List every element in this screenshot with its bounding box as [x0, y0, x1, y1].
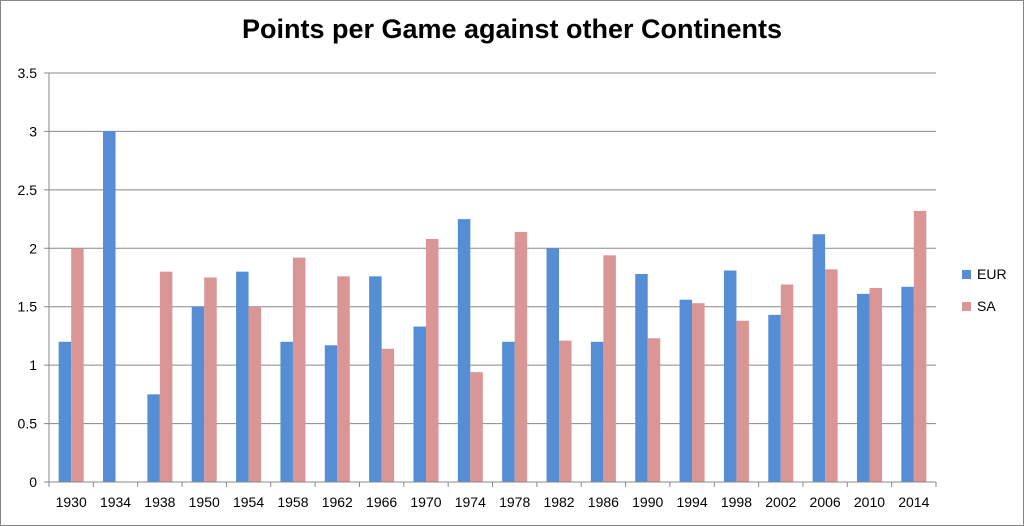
x-tick-label: 2002 — [765, 494, 796, 510]
bar-eur — [679, 299, 693, 482]
bar-sa — [603, 255, 616, 482]
bar-sa — [736, 320, 749, 482]
bar-sa — [248, 306, 262, 482]
x-tick-label: 1998 — [721, 494, 752, 510]
legend-swatch-sa — [962, 301, 971, 311]
legend-label-eur: EUR — [977, 266, 1007, 282]
bar-eur — [457, 219, 471, 483]
bar-eur — [369, 276, 382, 482]
x-tick-label: 1974 — [455, 494, 486, 510]
bar-eur — [413, 326, 426, 482]
y-tick-label: 3 — [29, 123, 37, 139]
bar-eur — [856, 293, 870, 482]
bar-sa — [869, 288, 882, 482]
bar-sa — [692, 303, 705, 482]
bar-sa — [470, 372, 483, 482]
bar-eur — [901, 286, 914, 482]
x-tick-label: 1930 — [56, 494, 87, 510]
y-tick-label: 2.5 — [18, 182, 38, 198]
bar-eur — [502, 341, 515, 482]
x-tick-label: 1990 — [632, 494, 663, 510]
legend-swatch-eur — [962, 269, 971, 279]
legend-item-sa: SA — [962, 296, 1007, 316]
legend: EUR SA — [962, 264, 1007, 328]
bar-sa — [425, 238, 439, 482]
bar-eur — [147, 394, 160, 482]
x-tick-label: 1966 — [366, 494, 397, 510]
y-tick-label: 1.5 — [18, 299, 38, 315]
bar-sa — [381, 348, 395, 482]
bar-sa — [337, 276, 350, 482]
legend-item-eur: EUR — [962, 264, 1007, 284]
bar-eur — [236, 271, 249, 482]
x-tick-label: 1970 — [410, 494, 441, 510]
x-tick-label: 2006 — [810, 494, 841, 510]
y-tick-label: 0 — [29, 474, 37, 490]
bar-eur — [546, 248, 560, 482]
x-tick-label: 1954 — [233, 494, 264, 510]
bar-sa — [825, 269, 838, 482]
x-tick-label: 1938 — [144, 494, 175, 510]
bar-eur — [812, 234, 826, 482]
bar-sa — [292, 257, 306, 482]
bar-eur — [635, 273, 648, 482]
x-tick-label: 1986 — [588, 494, 619, 510]
bar-eur — [590, 341, 604, 482]
bar-sa — [159, 271, 173, 482]
bar-sa — [647, 338, 661, 482]
x-tick-label: 1982 — [543, 494, 574, 510]
bar-sa — [913, 210, 927, 483]
legend-label-sa: SA — [977, 298, 996, 314]
bar-eur — [723, 270, 737, 482]
y-tick-label: 2 — [29, 240, 37, 256]
bar-sa — [514, 231, 528, 482]
x-tick-label: 1962 — [322, 494, 353, 510]
x-tick-label: 1934 — [100, 494, 131, 510]
y-tick-label: 0.5 — [18, 416, 38, 432]
x-tick-label: 1950 — [189, 494, 220, 510]
x-tick-label: 1994 — [676, 494, 707, 510]
bar-eur — [280, 341, 293, 482]
bar-sa — [559, 340, 572, 482]
bar-sa — [71, 248, 84, 482]
x-tick-label: 1978 — [499, 494, 530, 510]
y-tick-label: 1 — [29, 357, 37, 373]
bar-eur — [324, 345, 338, 482]
chart-title: Points per Game against other Continents — [241, 14, 783, 44]
bar-eur — [191, 306, 205, 482]
bar-eur — [768, 314, 781, 482]
bar-sa — [780, 284, 794, 482]
bar-eur — [103, 131, 116, 482]
x-tick-label: 2014 — [898, 494, 929, 510]
x-tick-label: 1958 — [277, 494, 308, 510]
x-tick-label: 2010 — [854, 494, 885, 510]
bar-sa — [204, 277, 217, 482]
bar-eur — [58, 341, 72, 482]
y-tick-label: 3.5 — [18, 65, 38, 81]
